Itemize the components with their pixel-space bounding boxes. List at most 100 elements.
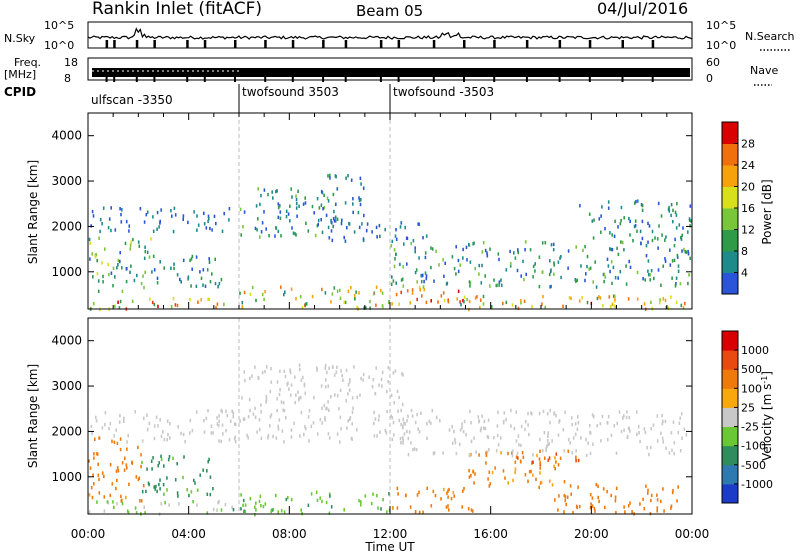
data-cell: [406, 419, 408, 423]
data-cell: [220, 439, 222, 444]
data-cell: [125, 463, 128, 467]
data-cell: [557, 463, 560, 467]
data-cell: [90, 224, 92, 228]
data-cell: [138, 244, 141, 248]
data-cell: [487, 418, 490, 422]
colorbar-tick-label: 16: [741, 202, 755, 215]
data-cell: [195, 255, 198, 259]
data-cell: [402, 265, 404, 269]
data-cell: [623, 414, 625, 418]
data-cell: [672, 420, 675, 424]
data-cell: [505, 418, 507, 422]
data-cell: [422, 510, 424, 514]
data-cell: [347, 383, 350, 387]
data-cell: [479, 298, 482, 302]
data-cell: [555, 414, 557, 418]
data-cell: [485, 453, 488, 457]
data-cell: [190, 284, 192, 288]
data-cell: [299, 367, 301, 372]
data-cell: [277, 229, 280, 234]
data-cell: [629, 501, 631, 505]
data-cell: [406, 236, 409, 241]
data-cell: [381, 370, 384, 375]
data-cell: [247, 415, 250, 419]
data-cell: [594, 509, 596, 513]
data-cell: [242, 417, 245, 421]
data-cell: [662, 297, 665, 301]
data-cell: [563, 449, 566, 453]
data-cell: [631, 510, 633, 514]
data-cell: [652, 423, 655, 427]
data-cell: [200, 298, 202, 302]
data-cell: [465, 433, 467, 437]
data-cell: [685, 433, 688, 437]
data-cell: [425, 274, 428, 278]
data-cell: [222, 432, 224, 436]
data-cell: [611, 247, 614, 252]
data-cell: [407, 452, 410, 457]
data-cell: [593, 506, 596, 511]
data-cell: [325, 213, 328, 218]
data-cell: [649, 445, 652, 450]
data-cell: [269, 389, 272, 394]
data-cell: [203, 419, 205, 423]
data-cell: [662, 487, 664, 491]
data-cell: [472, 242, 474, 246]
nsky-gap-mark: [621, 40, 624, 48]
data-cell: [208, 457, 210, 462]
data-cell: [620, 205, 623, 210]
data-cell: [634, 224, 637, 228]
data-cell: [209, 475, 212, 479]
data-cell: [541, 302, 543, 306]
data-cell: [339, 388, 342, 392]
data-cell: [118, 306, 121, 310]
data-cell: [578, 299, 581, 303]
data-cell: [488, 448, 490, 452]
data-cell: [488, 484, 491, 488]
data-cell: [283, 369, 286, 374]
data-cell: [334, 393, 336, 397]
data-cell: [636, 229, 638, 233]
freq-gap-mark: [186, 76, 189, 82]
data-cell: [117, 300, 119, 304]
data-cell: [448, 487, 450, 492]
data-cell: [121, 501, 124, 506]
power-y-axis-label: Slant Range [km]: [26, 160, 40, 264]
data-cell: [189, 431, 191, 435]
nsky-gap-mark: [234, 40, 237, 48]
data-cell: [336, 289, 339, 293]
data-cell: [113, 434, 116, 438]
data-cell: [120, 220, 123, 224]
data-cell: [348, 380, 351, 384]
data-cell: [392, 506, 394, 510]
data-cell: [112, 500, 114, 504]
data-cell: [687, 249, 689, 254]
data-cell: [552, 242, 555, 247]
data-cell: [123, 416, 125, 420]
data-cell: [150, 459, 153, 463]
data-cell: [387, 300, 390, 305]
data-cell: [500, 451, 502, 455]
data-cell: [347, 289, 350, 293]
data-cell: [148, 421, 151, 426]
data-cell: [661, 413, 663, 418]
data-cell: [305, 221, 307, 225]
data-cell: [664, 419, 667, 424]
nsky-gap-mark: [105, 40, 109, 48]
data-cell: [661, 436, 664, 441]
data-cell: [265, 227, 267, 231]
data-cell: [570, 296, 572, 301]
data-cell: [232, 411, 235, 415]
data-cell: [108, 272, 110, 277]
data-cell: [547, 442, 549, 447]
data-cell: [157, 304, 159, 309]
data-cell: [677, 269, 680, 273]
data-cell: [220, 277, 223, 282]
data-cell: [128, 224, 131, 228]
y-tick-label: 4000: [51, 334, 82, 348]
data-cell: [336, 432, 339, 436]
data-cell: [409, 505, 412, 509]
data-cell: [311, 204, 314, 209]
data-cell: [682, 226, 684, 230]
